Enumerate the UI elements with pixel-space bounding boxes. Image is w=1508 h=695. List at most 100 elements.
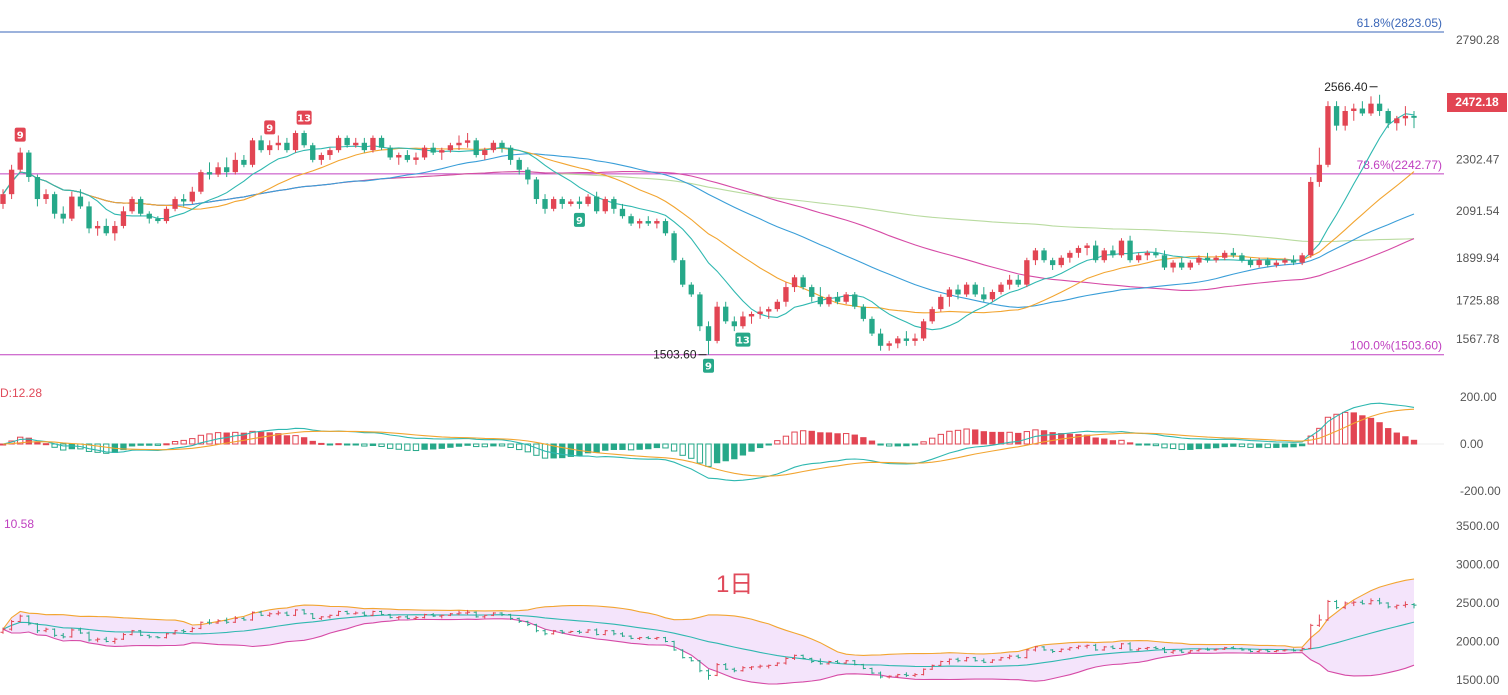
price-axis-tick: 2302.47: [1456, 152, 1500, 166]
candle: [43, 194, 49, 200]
macd-histogram-bar: [1066, 433, 1074, 445]
macd-histogram-bar: [94, 443, 101, 453]
bollinger-indicator-label: 10.58: [4, 517, 35, 531]
candle: [1187, 262, 1193, 268]
macd-indicator-label: D:12.28: [0, 386, 43, 400]
macd-histogram-bar: [670, 443, 678, 452]
macd-histogram-bar: [920, 441, 927, 445]
candle: [1273, 262, 1280, 266]
td-marker: [14, 127, 26, 142]
candle: [645, 221, 651, 224]
candle: [1368, 103, 1374, 114]
candle: [1265, 260, 1271, 266]
interval-label[interactable]: 1日: [716, 571, 754, 598]
macd-histogram-bar: [731, 443, 738, 460]
candle: [137, 199, 144, 214]
macd-histogram-bar: [25, 437, 32, 445]
current-price-badge: 2472.18: [1447, 93, 1507, 112]
candle: [516, 159, 522, 170]
macd-histogram-bar: [369, 443, 377, 446]
macd-histogram-bar: [877, 443, 884, 446]
macd-axis-tick: 200.00: [1460, 390, 1497, 404]
macd-axis-tick: -200.00: [1460, 484, 1501, 498]
candle: [120, 211, 127, 226]
bollinger-axis-tick: 2000.00: [1456, 635, 1500, 649]
macd-histogram-bar: [300, 437, 308, 445]
candle: [533, 179, 540, 200]
candle: [241, 159, 247, 165]
macd-histogram-bar: [1350, 412, 1357, 445]
fib-level-label: 61.8%(2823.05): [1357, 16, 1442, 30]
candle: [637, 221, 643, 224]
macd-histogram-bar: [1169, 443, 1177, 450]
macd-histogram-bar: [765, 443, 772, 446]
candle: [1325, 106, 1331, 165]
candle: [1359, 108, 1366, 114]
candle: [361, 142, 368, 151]
candle: [1153, 252, 1159, 256]
bollinger-panel: [0, 578, 1417, 685]
candle: [1084, 245, 1090, 248]
candle: [774, 301, 780, 310]
td-marker-label: 9: [705, 362, 712, 373]
macd-histogram-bar: [404, 443, 411, 451]
macd-histogram-bar: [128, 443, 136, 447]
macd-histogram-bar: [972, 429, 979, 445]
macd-histogram-bar: [989, 431, 996, 445]
macd-histogram-bar: [1075, 434, 1082, 445]
candle: [680, 260, 686, 285]
candle: [189, 191, 195, 202]
candle: [834, 296, 841, 302]
macd-histogram-bar: [1367, 417, 1375, 445]
candle: [955, 289, 961, 295]
candle: [163, 208, 170, 222]
bollinger-lower-line: [2, 618, 1415, 685]
macd-histogram-bar: [103, 443, 110, 454]
candle: [1101, 250, 1107, 261]
candle: [1376, 103, 1383, 111]
macd-histogram-bar: [834, 433, 841, 445]
macd-histogram-bar: [318, 442, 325, 445]
macd-histogram-bar: [1410, 439, 1418, 445]
macd-histogram-bar: [886, 443, 893, 447]
macd-histogram-bar: [516, 443, 523, 451]
bollinger-band-fill: [3, 579, 1414, 684]
candle: [447, 145, 454, 151]
ma-longer-line: [2, 170, 1415, 291]
macd-histogram-bar: [997, 431, 1005, 445]
macd-histogram-bar: [180, 439, 187, 445]
macd-histogram-bar: [1126, 442, 1134, 445]
macd-histogram-bar: [335, 443, 342, 446]
macd-histogram-bar: [154, 443, 162, 446]
macd-histogram-bar: [619, 443, 626, 450]
candle: [473, 140, 479, 156]
macd-histogram-bar: [1109, 440, 1117, 445]
macd-histogram-bar: [1178, 443, 1185, 451]
candle: [1161, 255, 1168, 268]
macd-histogram-bar: [980, 431, 987, 445]
candle: [731, 321, 737, 327]
candle: [181, 199, 187, 202]
candle: [783, 287, 789, 302]
bollinger-upper-line: [2, 578, 1415, 656]
candle: [619, 208, 626, 217]
macd-histogram-bar: [275, 433, 282, 445]
macd-histogram-bar: [903, 443, 910, 447]
candle: [1024, 260, 1030, 285]
ma-short-line: [2, 113, 1415, 331]
td-marker: [735, 332, 751, 347]
macd-histogram-bar: [1187, 443, 1194, 450]
price-panel: 61.8%(2823.05) 78.6%(2242.77) 100.0%(1503.…: [0, 16, 1444, 373]
macd-histogram-bar: [1040, 430, 1048, 445]
macd-histogram-bar: [559, 443, 566, 459]
candle: [112, 225, 118, 234]
macd-histogram-bar: [189, 438, 196, 445]
candle: [335, 137, 342, 151]
macd-histogram-bar: [739, 443, 747, 456]
macd-histogram-bar: [567, 443, 575, 457]
macd-histogram-bar: [653, 443, 661, 449]
price-axis-tick: 2790.28: [1456, 33, 1500, 47]
candle: [17, 152, 23, 170]
candle: [378, 137, 385, 148]
